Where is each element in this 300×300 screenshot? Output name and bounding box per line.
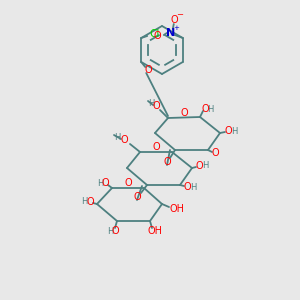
Text: O: O [133,192,141,202]
Text: H: H [107,226,113,236]
Text: H: H [97,178,103,188]
Text: Cl: Cl [149,29,159,39]
Text: O: O [144,65,152,75]
Text: O: O [180,107,188,118]
Text: O: O [183,182,191,192]
Text: H: H [202,161,208,170]
Text: O: O [154,31,162,41]
Text: O: O [163,157,171,167]
Text: O: O [101,178,109,188]
Text: O: O [152,101,160,111]
Text: O: O [224,126,232,136]
Text: H: H [231,127,237,136]
Text: O: O [195,161,203,171]
Text: H: H [114,134,120,142]
Text: N: N [166,28,176,38]
Text: H: H [190,182,196,191]
Text: H: H [81,197,87,206]
Text: O: O [152,142,160,152]
Text: O: O [171,15,178,25]
Text: O: O [86,197,94,207]
Text: O: O [211,148,219,158]
Text: O: O [111,226,119,236]
Text: O: O [201,104,209,114]
Text: O: O [124,178,132,188]
Text: OH: OH [169,204,184,214]
Text: O: O [120,135,128,145]
Text: H: H [207,104,213,113]
Text: −: − [176,11,183,20]
Text: H: H [148,98,154,107]
Text: +: + [173,25,179,31]
Text: OH: OH [148,226,163,236]
